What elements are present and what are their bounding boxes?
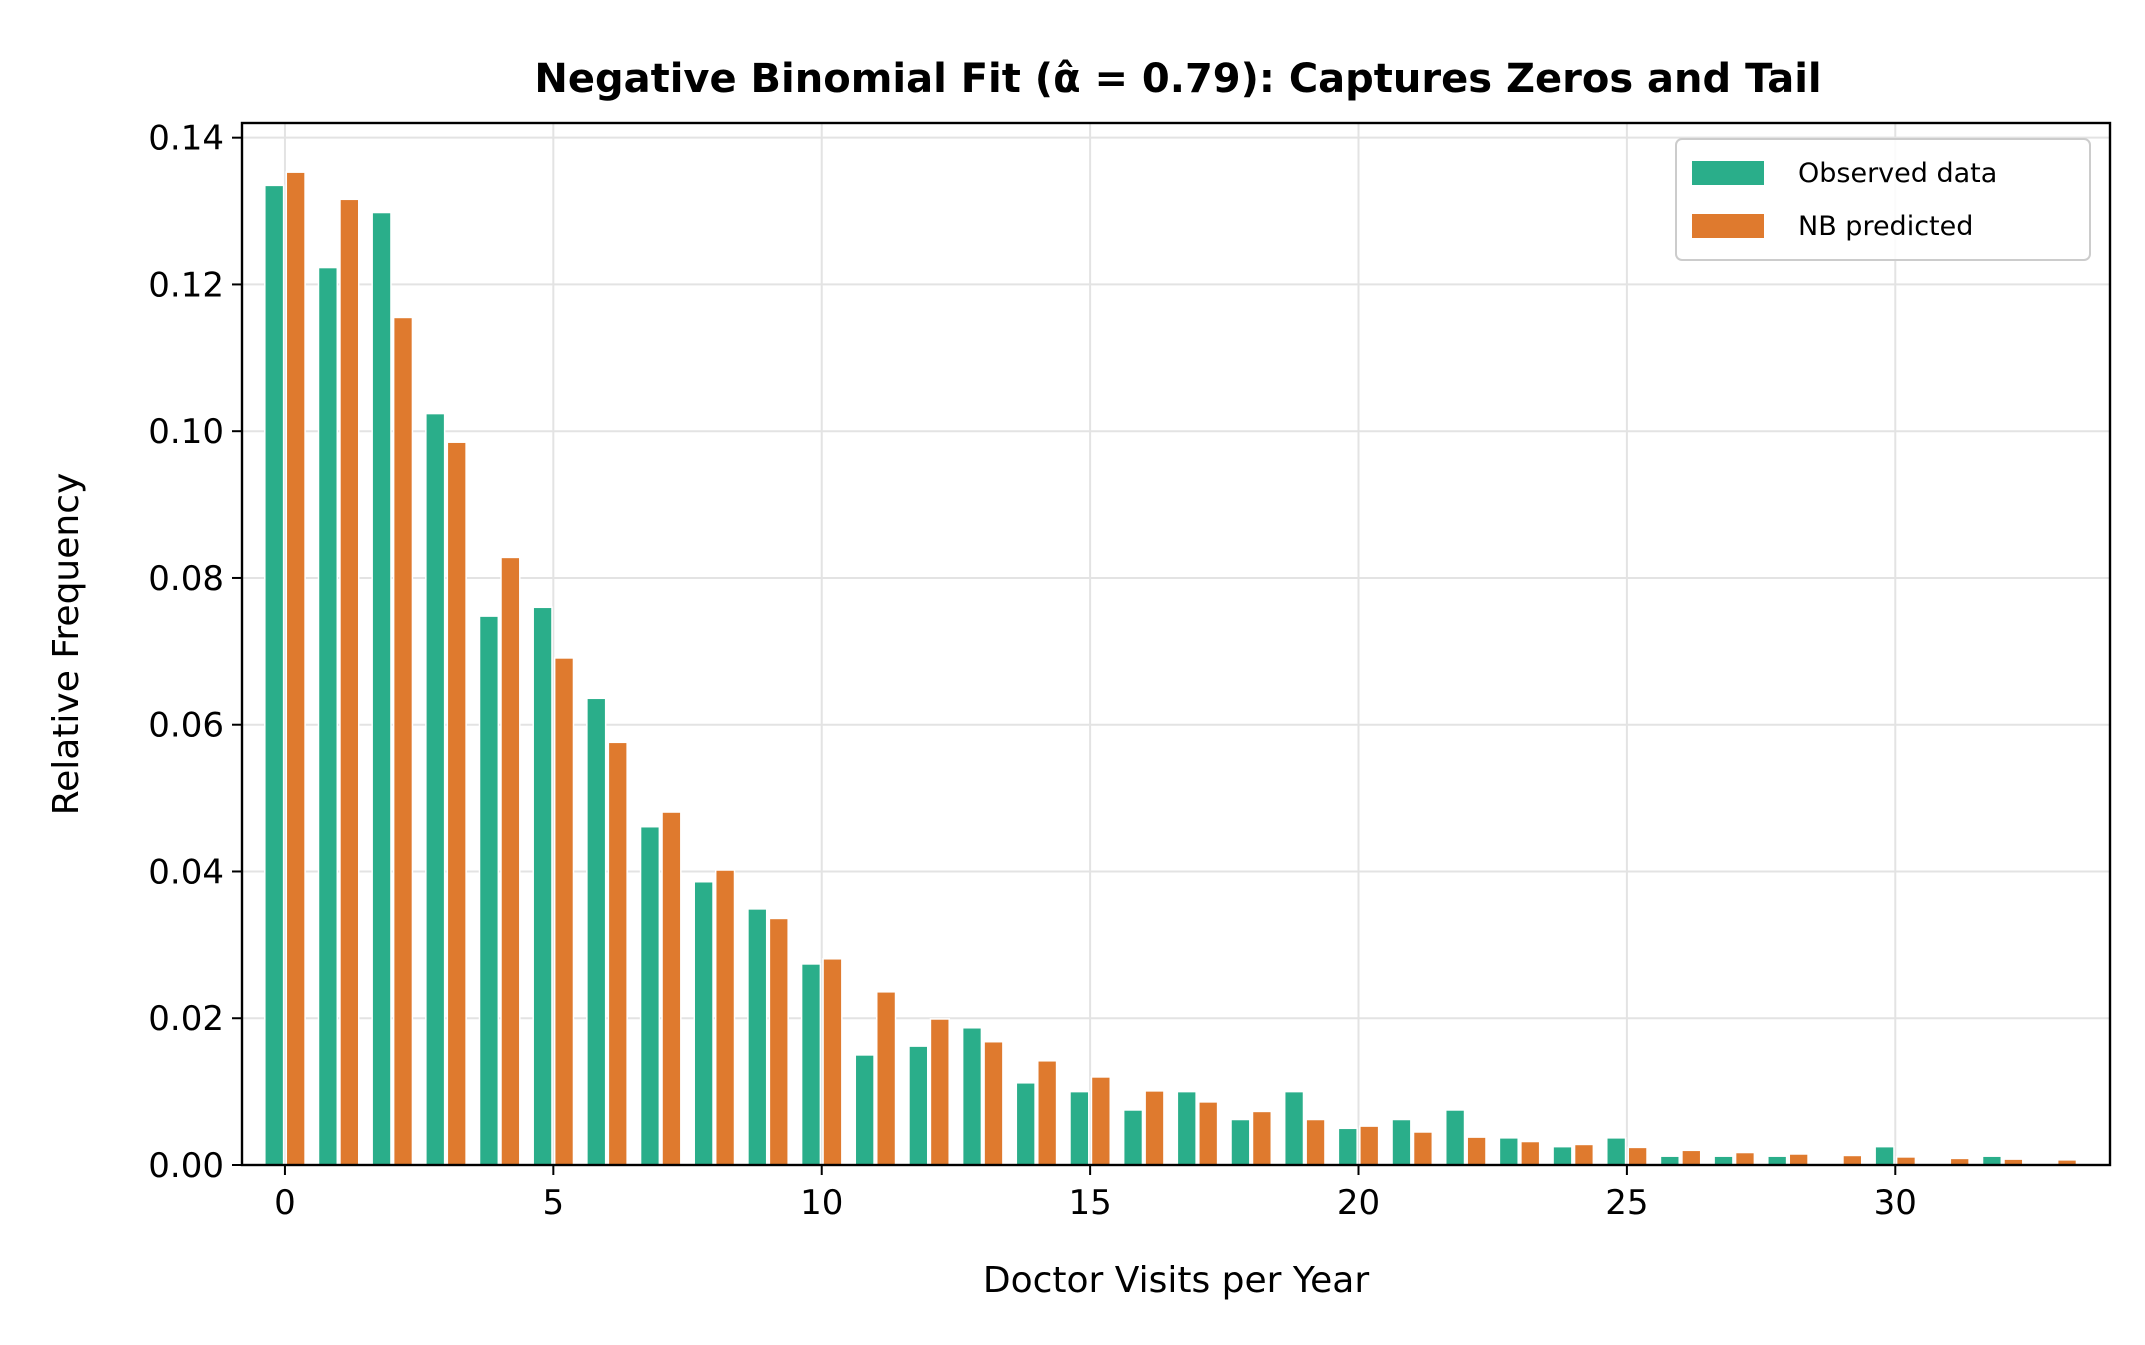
observed-bar-8 <box>693 881 714 1166</box>
x-tick-label-1: 5 <box>543 1183 565 1223</box>
nb-predicted-bar-17 <box>1198 1101 1219 1166</box>
observed-bar-5 <box>532 606 553 1166</box>
nb-predicted-bar-11 <box>875 991 897 1166</box>
observed-bar-16 <box>1122 1109 1144 1166</box>
observed-bar-4 <box>478 615 500 1166</box>
observed-bar-30 <box>1874 1145 1895 1166</box>
nb-predicted-bar-26 <box>1681 1149 1702 1166</box>
nb-predicted-bar-8 <box>714 869 736 1166</box>
x-tick-label-4: 20 <box>1337 1183 1380 1223</box>
nb-predicted-bar-22 <box>1466 1136 1487 1166</box>
nb-predicted-bar-19 <box>1305 1118 1326 1166</box>
observed-bar-6 <box>586 697 607 1166</box>
observed-bar-17 <box>1176 1090 1197 1166</box>
nb-predicted-bar-20 <box>1359 1125 1380 1166</box>
y-tick-label-2: 0.04 <box>148 852 224 892</box>
nb-predicted-bar-1 <box>339 198 360 1166</box>
observed-bar-25 <box>1606 1137 1627 1166</box>
nb-predicted-bar-10 <box>822 958 843 1166</box>
x-tick-label-5: 25 <box>1605 1183 1648 1223</box>
nb-predicted-bar-6 <box>607 741 628 1166</box>
x-axis-ticks: 0 5 10 15 20 25 30 <box>274 1165 1917 1223</box>
observed-bar-3 <box>425 412 446 1166</box>
observed-bar-28 <box>1767 1155 1788 1166</box>
observed-bar-7 <box>639 825 661 1166</box>
observed-bar-18 <box>1230 1118 1251 1166</box>
y-tick-label-3: 0.06 <box>148 706 224 746</box>
observed-bar-32 <box>1981 1155 2003 1166</box>
observed-bar-19 <box>1283 1090 1305 1166</box>
y-tick-label-4: 0.08 <box>148 559 224 599</box>
plot-frame <box>240 121 2112 1167</box>
chart-title: Negative Binomial Fit (α̂ = 0.79): Captu… <box>534 56 1821 102</box>
observed-bar-14 <box>1015 1082 1036 1166</box>
observed-bar-1 <box>317 266 339 1166</box>
observed-bar-20 <box>1337 1127 1358 1166</box>
y-axis-ticks: 0.00 0.02 0.04 0.06 0.08 0.10 0.12 0.14 <box>148 119 242 1186</box>
nb-predicted-bar-25 <box>1627 1146 1648 1166</box>
observed-bar-2 <box>371 211 392 1166</box>
x-axis-label: Doctor Visits per Year <box>983 1260 1369 1301</box>
y-tick-label-6: 0.12 <box>148 265 224 305</box>
y-tick-label-0: 0.00 <box>148 1146 224 1186</box>
nb-predicted-bar-4 <box>500 556 521 1166</box>
x-tick-label-2: 10 <box>800 1183 843 1223</box>
nb-predicted-bar-2 <box>392 316 414 1166</box>
nb-predicted-bar-15 <box>1090 1076 1111 1166</box>
nb-predicted-bar-30 <box>1895 1156 1917 1166</box>
x-tick-label-3: 15 <box>1068 1183 1111 1223</box>
nb-predicted-bar-3 <box>446 441 467 1166</box>
observed-bar-15 <box>1069 1090 1090 1166</box>
nb-predicted-bar-21 <box>1412 1131 1434 1166</box>
observed-bar-13 <box>961 1027 983 1166</box>
nb-predicted-bar-5 <box>553 657 575 1166</box>
observed-bar-23 <box>1498 1137 1519 1166</box>
observed-bar-12 <box>908 1045 929 1166</box>
legend-label-nb-predicted: NB predicted <box>1798 211 1973 242</box>
y-tick-label-5: 0.10 <box>148 412 224 452</box>
x-tick-label-6: 30 <box>1874 1183 1917 1223</box>
legend: Observed data NB predicted <box>1675 138 2091 261</box>
legend-box <box>1675 138 2091 261</box>
nb-predicted-bar-24 <box>1573 1143 1595 1166</box>
nb-predicted-bar-28 <box>1788 1153 1809 1166</box>
observed-bar-27 <box>1713 1155 1734 1166</box>
legend-label-observed: Observed data <box>1798 158 1997 189</box>
observed-bar-22 <box>1444 1109 1466 1166</box>
x-tick-label-0: 0 <box>274 1183 296 1223</box>
nb-predicted-bar-27 <box>1734 1151 1756 1166</box>
observed-bar-24 <box>1552 1145 1573 1166</box>
observed-bar-9 <box>747 908 768 1166</box>
nb-predicted-bar-29 <box>1842 1154 1863 1166</box>
observed-bar-0 <box>264 184 285 1166</box>
nb-predicted-bar-7 <box>661 811 682 1166</box>
nb-predicted-bar-9 <box>768 917 789 1166</box>
observed-bar-11 <box>854 1054 875 1166</box>
observed-bar-21 <box>1391 1118 1412 1166</box>
legend-swatch-nb-predicted <box>1692 214 1764 238</box>
observed-bar-10 <box>800 963 822 1166</box>
observed-bar-26 <box>1659 1155 1680 1166</box>
y-tick-label-7: 0.14 <box>148 119 224 159</box>
legend-swatch-observed <box>1692 161 1764 185</box>
nb-predicted-bar-18 <box>1251 1110 1273 1166</box>
nb-predicted-bar-23 <box>1520 1140 1541 1166</box>
nb-predicted-bar-14 <box>1037 1060 1058 1166</box>
nb-predicted-bar-12 <box>929 1018 950 1166</box>
nb-predicted-bar-13 <box>983 1040 1004 1166</box>
nb-predicted-bar-0 <box>285 171 306 1166</box>
bars <box>264 171 2078 1166</box>
nb-predicted-bar-16 <box>1144 1090 1165 1166</box>
y-tick-label-1: 0.02 <box>148 999 224 1039</box>
y-axis-label: Relative Frequency <box>46 473 87 816</box>
